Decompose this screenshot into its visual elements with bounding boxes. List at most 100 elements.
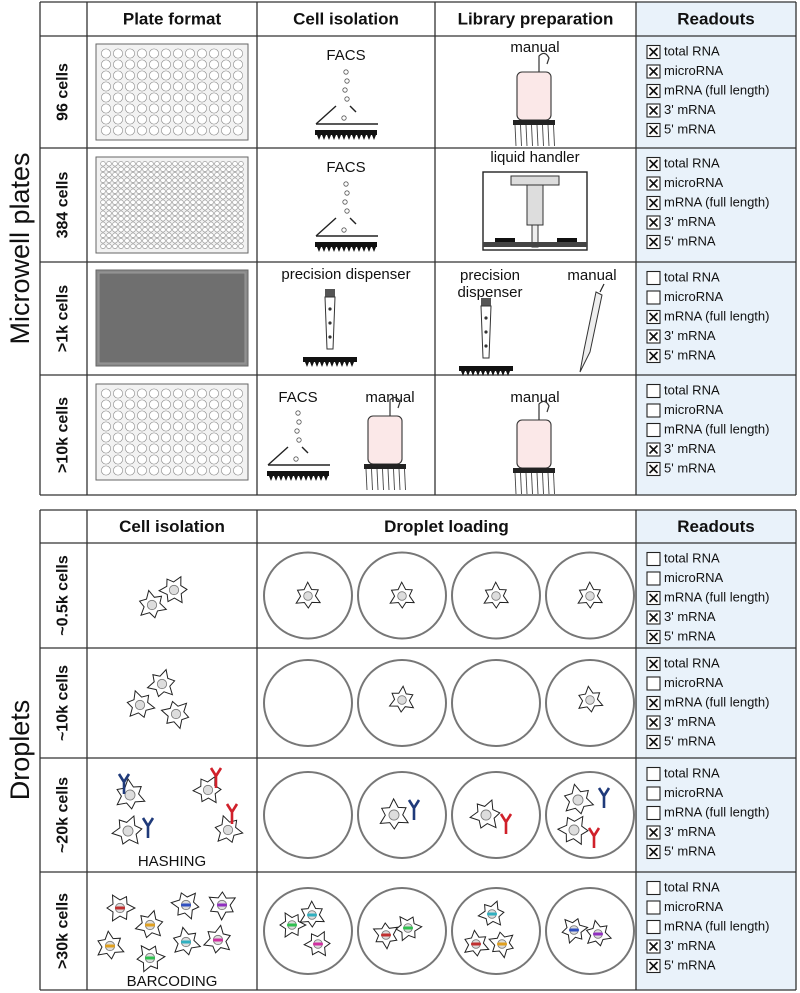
readout-label: mRNA (full length) — [664, 194, 769, 209]
well — [136, 188, 142, 194]
well — [232, 199, 238, 205]
well — [137, 70, 147, 81]
well — [125, 388, 135, 399]
well — [197, 81, 207, 92]
droplet — [545, 771, 635, 859]
well — [154, 172, 160, 178]
well — [209, 432, 219, 443]
plate-tooth — [347, 135, 351, 140]
readout-label: 3' mRNA — [664, 328, 716, 343]
readout-label: 3' mRNA — [664, 441, 716, 456]
well — [160, 188, 166, 194]
plate-tooth — [330, 362, 334, 367]
well — [184, 221, 190, 227]
well — [185, 421, 195, 432]
check-mark — [648, 198, 659, 208]
well — [106, 205, 112, 211]
readout-label: 5' mRNA — [664, 460, 716, 475]
well — [233, 92, 243, 103]
well — [100, 177, 106, 183]
well — [209, 454, 219, 465]
readout-label: mRNA (full length) — [664, 589, 769, 604]
well — [100, 199, 106, 205]
well — [142, 177, 148, 183]
well — [232, 183, 238, 189]
readout-label: 3' mRNA — [664, 609, 716, 624]
well — [112, 243, 118, 249]
readout-label: total RNA — [664, 655, 720, 670]
well — [142, 227, 148, 233]
well — [202, 188, 208, 194]
well — [196, 188, 202, 194]
plate-tooth — [322, 135, 326, 140]
column-header: Readouts — [677, 9, 754, 28]
well — [161, 443, 171, 454]
plate-tooth — [481, 371, 485, 376]
well — [190, 205, 196, 211]
well — [154, 216, 160, 222]
well — [220, 161, 226, 167]
plate-bar — [459, 366, 513, 371]
well — [125, 399, 135, 410]
well — [172, 183, 178, 189]
plate-tooth — [325, 362, 329, 367]
method-label: manual — [510, 389, 559, 406]
well — [166, 210, 172, 216]
well — [166, 166, 172, 172]
well — [101, 125, 111, 136]
well — [197, 399, 207, 410]
well — [232, 216, 238, 222]
well — [142, 221, 148, 227]
well — [208, 177, 214, 183]
barcode — [497, 942, 507, 946]
plate-tooth — [305, 362, 309, 367]
well — [209, 465, 219, 476]
readout-label: 5' mRNA — [664, 121, 716, 136]
well — [154, 205, 160, 211]
readout-label: microRNA — [664, 785, 724, 800]
well — [196, 232, 202, 238]
well — [209, 70, 219, 81]
checkbox — [646, 403, 661, 418]
stroke — [514, 472, 517, 495]
droplet-dot — [341, 227, 347, 233]
stroke — [525, 124, 528, 147]
well — [232, 161, 238, 167]
droplet — [263, 659, 353, 747]
well — [166, 205, 172, 211]
plate-bar — [315, 242, 377, 247]
well — [124, 199, 130, 205]
dispenser-dot — [484, 330, 488, 334]
well — [184, 161, 190, 167]
check-mark — [648, 312, 659, 322]
well — [233, 59, 243, 70]
pipette-base — [364, 464, 406, 469]
stroke — [301, 446, 309, 454]
well — [190, 194, 196, 200]
well — [190, 172, 196, 178]
plate-tooth — [352, 247, 356, 252]
well — [130, 161, 136, 167]
well — [220, 243, 226, 249]
droplet-dot — [342, 87, 348, 93]
well — [190, 210, 196, 216]
well — [238, 188, 244, 194]
row-label: ~10k cells — [55, 665, 72, 741]
plate-tooth — [289, 476, 293, 481]
stroke — [315, 105, 337, 125]
well — [208, 172, 214, 178]
well — [124, 243, 130, 249]
plate-tooth — [486, 371, 490, 376]
nucleus — [134, 699, 146, 711]
well — [113, 103, 123, 114]
pipette-base — [513, 120, 555, 125]
well — [221, 388, 231, 399]
droplet-dot — [343, 69, 349, 75]
well — [238, 221, 244, 227]
well — [142, 161, 148, 167]
well — [113, 92, 123, 103]
well — [220, 199, 226, 205]
well — [101, 421, 111, 432]
column-header: Cell isolation — [119, 517, 225, 536]
well — [226, 238, 232, 244]
